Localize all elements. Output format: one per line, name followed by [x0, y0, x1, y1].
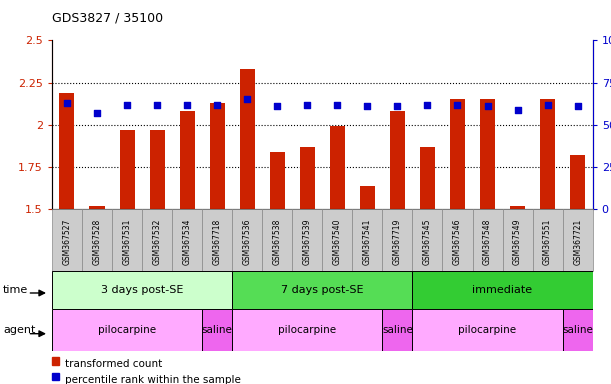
Bar — [390, 111, 405, 209]
Text: saline: saline — [382, 325, 413, 335]
Text: 7 days post-SE: 7 days post-SE — [281, 285, 364, 295]
Text: saline: saline — [562, 325, 593, 335]
Text: GSM367718: GSM367718 — [213, 218, 222, 265]
Text: GSM367545: GSM367545 — [423, 218, 432, 265]
Bar — [52, 271, 232, 309]
Bar — [180, 111, 195, 209]
Bar — [412, 309, 563, 351]
Point — [423, 101, 433, 108]
Bar — [202, 309, 232, 351]
Bar — [323, 209, 353, 271]
Bar — [563, 209, 593, 271]
Point — [573, 103, 582, 109]
Bar — [353, 209, 382, 271]
Bar — [232, 309, 382, 351]
Bar — [450, 99, 465, 209]
Point — [392, 103, 402, 109]
Text: GSM367536: GSM367536 — [243, 218, 252, 265]
Bar — [52, 209, 82, 271]
Text: transformed count: transformed count — [65, 359, 163, 369]
Bar — [59, 93, 75, 209]
Bar — [480, 99, 495, 209]
Point — [332, 101, 342, 108]
Text: GSM367719: GSM367719 — [393, 218, 402, 265]
Point — [362, 103, 372, 109]
Text: GSM367528: GSM367528 — [92, 218, 101, 265]
Text: pilocarpine: pilocarpine — [278, 325, 336, 335]
Bar — [412, 271, 593, 309]
Bar — [269, 152, 285, 209]
Bar — [420, 147, 435, 209]
Bar — [232, 209, 262, 271]
Text: GSM367540: GSM367540 — [333, 218, 342, 265]
Text: percentile rank within the sample: percentile rank within the sample — [65, 375, 241, 384]
Text: GSM367527: GSM367527 — [62, 218, 71, 265]
Point — [62, 100, 72, 106]
Point — [122, 101, 132, 108]
Text: saline: saline — [202, 325, 233, 335]
Bar — [382, 209, 412, 271]
Bar — [89, 206, 104, 209]
Point — [243, 96, 252, 103]
Point — [212, 101, 222, 108]
Bar — [360, 185, 375, 209]
Bar — [472, 209, 502, 271]
Text: pilocarpine: pilocarpine — [458, 325, 516, 335]
Text: GSM367551: GSM367551 — [543, 218, 552, 265]
Point — [513, 106, 522, 113]
Point — [483, 103, 492, 109]
Bar — [232, 271, 412, 309]
Point — [543, 101, 552, 108]
Text: GSM367549: GSM367549 — [513, 218, 522, 265]
Text: GSM367541: GSM367541 — [363, 218, 372, 265]
Bar — [292, 209, 322, 271]
Point — [302, 101, 312, 108]
Bar — [150, 130, 164, 209]
Text: GSM367538: GSM367538 — [273, 218, 282, 265]
Bar — [540, 99, 555, 209]
Text: GSM367539: GSM367539 — [303, 218, 312, 265]
Text: agent: agent — [3, 325, 35, 335]
Bar — [262, 209, 292, 271]
Bar — [120, 130, 134, 209]
Point — [152, 101, 162, 108]
Bar — [502, 209, 533, 271]
Bar — [570, 155, 585, 209]
Point — [453, 101, 463, 108]
Bar — [563, 309, 593, 351]
Point — [273, 103, 282, 109]
Text: GSM367532: GSM367532 — [153, 218, 161, 265]
Text: GSM367534: GSM367534 — [183, 218, 192, 265]
Bar — [210, 103, 225, 209]
Bar — [112, 209, 142, 271]
Bar — [412, 209, 442, 271]
Bar — [510, 206, 525, 209]
Bar — [300, 147, 315, 209]
Text: GSM367721: GSM367721 — [573, 218, 582, 265]
Text: GSM367546: GSM367546 — [453, 218, 462, 265]
Bar — [82, 209, 112, 271]
Text: pilocarpine: pilocarpine — [98, 325, 156, 335]
Bar — [240, 69, 255, 209]
Bar — [330, 126, 345, 209]
Bar — [172, 209, 202, 271]
Text: immediate: immediate — [472, 285, 533, 295]
Bar — [142, 209, 172, 271]
Text: 3 days post-SE: 3 days post-SE — [101, 285, 183, 295]
Text: time: time — [3, 285, 28, 295]
Point — [182, 101, 192, 108]
Bar — [533, 209, 563, 271]
Bar — [202, 209, 232, 271]
Text: GSM367531: GSM367531 — [123, 218, 131, 265]
Bar — [52, 309, 202, 351]
Point — [92, 110, 102, 116]
Text: GDS3827 / 35100: GDS3827 / 35100 — [52, 12, 163, 25]
Bar — [382, 309, 412, 351]
Text: GSM367548: GSM367548 — [483, 218, 492, 265]
Bar — [442, 209, 472, 271]
